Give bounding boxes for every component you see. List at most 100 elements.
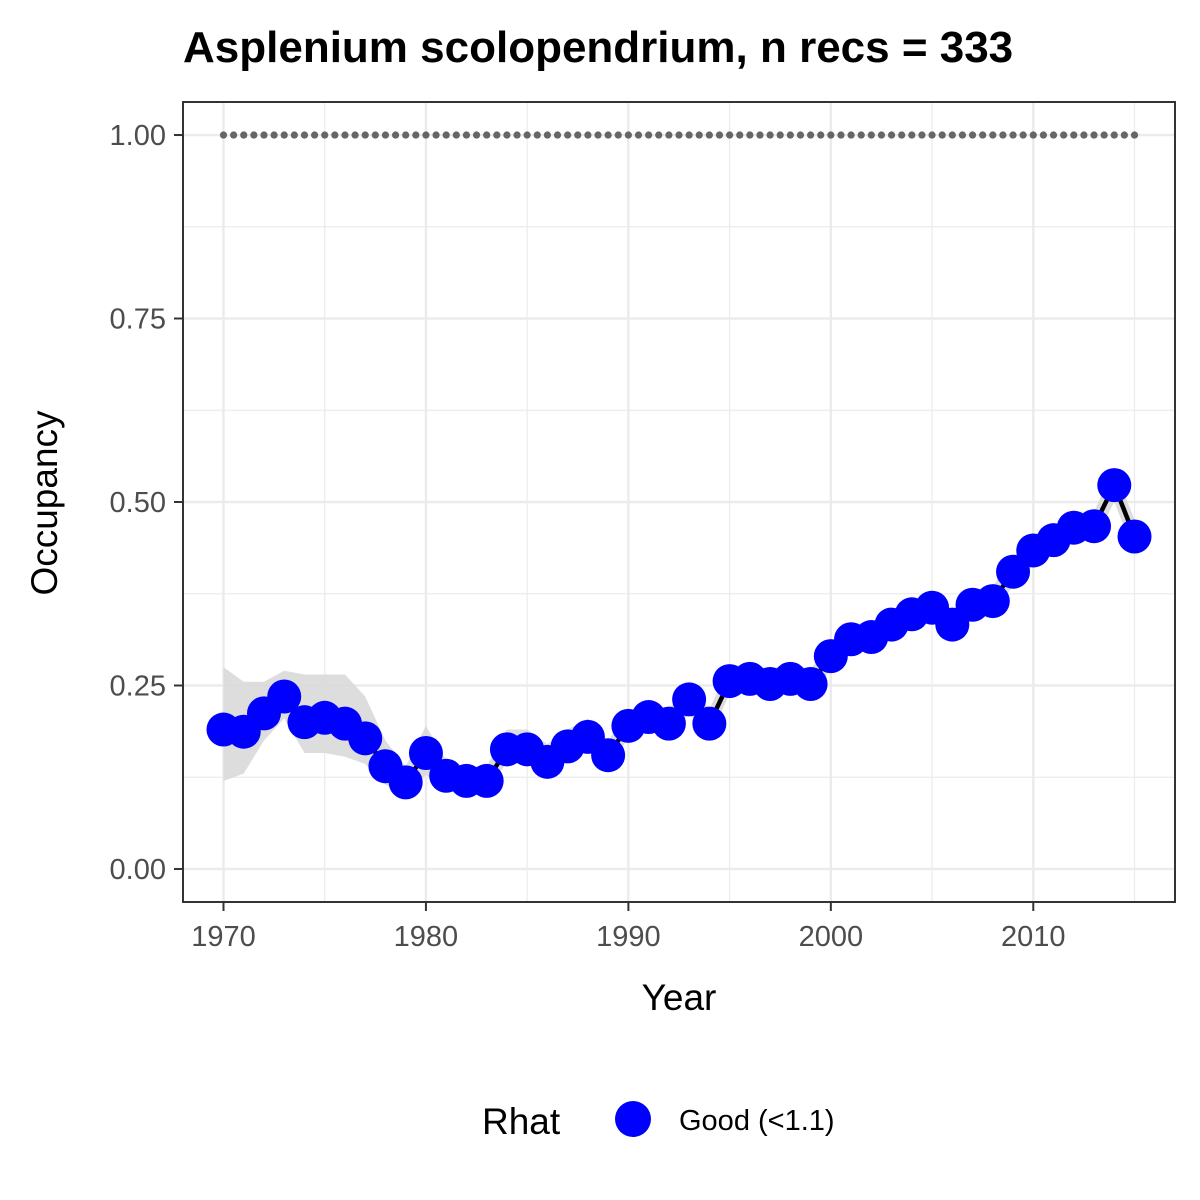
reference-dot: [371, 131, 379, 139]
data-point-1979: [388, 765, 423, 800]
reference-dot: [402, 131, 410, 139]
legend-label-good: Good (<1.1): [679, 1105, 835, 1137]
reference-dot: [452, 131, 460, 139]
data-point-2008: [975, 584, 1010, 619]
reference-dot: [1009, 131, 1017, 139]
reference-dot: [857, 131, 865, 139]
reference-dot: [1120, 131, 1128, 139]
reference-dot: [786, 131, 794, 139]
chart-title: Asplenium scolopendrium, n recs = 333: [183, 23, 1013, 72]
data-point-1983: [469, 763, 504, 798]
reference-dot: [503, 131, 511, 139]
reference-dot: [1060, 131, 1068, 139]
data-point-1992: [651, 706, 686, 741]
reference-dot: [715, 131, 724, 139]
reference-dot: [280, 131, 288, 139]
data-point-1989: [591, 738, 626, 773]
reference-dot: [756, 131, 764, 139]
reference-dot: [351, 131, 359, 139]
reference-dot: [979, 131, 987, 139]
reference-dot: [250, 131, 258, 139]
reference-dot: [553, 131, 562, 139]
reference-dot: [584, 131, 592, 139]
reference-dot: [574, 131, 582, 139]
x-axis: 1970 1980 1990 2000 2010: [191, 902, 1066, 953]
reference-dot: [331, 131, 339, 139]
reference-dot: [948, 131, 956, 139]
reference-dot: [817, 131, 825, 139]
data-point-1980: [408, 736, 443, 771]
reference-dot: [837, 131, 845, 139]
y-tick-label: 1.00: [110, 120, 166, 152]
y-axis: 0.00 0.25 0.50 0.75 1.00: [110, 120, 183, 886]
reference-dot: [806, 131, 815, 139]
legend: Rhat Good (<1.1): [482, 1101, 835, 1142]
reference-dot: [462, 131, 471, 139]
reference-dot: [341, 131, 349, 139]
reference-dot: [523, 131, 531, 139]
x-tick-label: 2000: [799, 921, 864, 953]
y-tick-label: 0.25: [110, 670, 166, 702]
reference-dot: [1019, 131, 1027, 139]
data-point-2013: [1077, 509, 1112, 544]
reference-dot: [1029, 131, 1037, 139]
x-tick-label: 2010: [1001, 921, 1066, 953]
plot-area: [182, 101, 1176, 903]
data-point-1999: [793, 667, 828, 702]
data-point-1977: [348, 721, 383, 756]
y-tick-label: 0.00: [110, 854, 166, 886]
x-tick-label: 1970: [191, 921, 256, 953]
reference-dot: [219, 131, 228, 139]
reference-dot: [472, 131, 481, 139]
reference-dot: [614, 131, 622, 139]
reference-dot: [958, 131, 967, 139]
x-axis-title: Year: [642, 977, 717, 1018]
reference-dot: [989, 131, 997, 139]
reference-dot: [968, 131, 977, 139]
reference-dot: [776, 131, 784, 139]
reference-dot: [412, 131, 420, 139]
y-tick-label: 0.75: [110, 304, 166, 336]
data-point-1993: [672, 682, 707, 717]
reference-dot: [685, 131, 693, 139]
reference-dot: [938, 131, 946, 139]
reference-dot: [1110, 131, 1118, 139]
legend-title: Rhat: [482, 1101, 561, 1142]
reference-dot: [1039, 131, 1048, 139]
reference-dot: [230, 131, 238, 139]
y-axis-title: Occupancy: [24, 410, 65, 596]
reference-dot: [766, 131, 774, 139]
reference-dot: [877, 131, 886, 139]
reference-dot: [290, 131, 298, 139]
reference-dot: [999, 131, 1007, 139]
reference-dot: [321, 131, 329, 139]
reference-dot: [1049, 131, 1058, 139]
occupancy-points: [206, 468, 1152, 800]
reference-dot: [543, 131, 552, 139]
reference-dot: [1130, 131, 1139, 139]
reference-dot: [726, 131, 734, 139]
reference-dot: [634, 131, 643, 139]
reference-dot: [604, 131, 612, 139]
reference-dot: [391, 131, 400, 139]
reference-dot: [270, 131, 278, 139]
reference-dot: [1090, 131, 1098, 139]
reference-dot: [361, 131, 369, 139]
data-point-2015: [1117, 519, 1152, 554]
reference-dot: [594, 131, 602, 139]
reference-dot: [655, 131, 663, 139]
reference-dot: [1100, 131, 1108, 139]
reference-dot: [675, 131, 683, 139]
reference-dot: [898, 131, 906, 139]
data-point-1973: [267, 679, 302, 714]
reference-dot: [908, 131, 916, 139]
reference-dot: [300, 131, 309, 139]
reference-dot: [746, 131, 754, 139]
legend-key-good: [615, 1101, 651, 1137]
y-tick-label: 0.50: [110, 487, 166, 519]
reference-dot: [665, 131, 673, 139]
reference-dot: [1070, 131, 1078, 139]
reference-dot: [432, 131, 440, 139]
reference-dot: [918, 131, 926, 139]
